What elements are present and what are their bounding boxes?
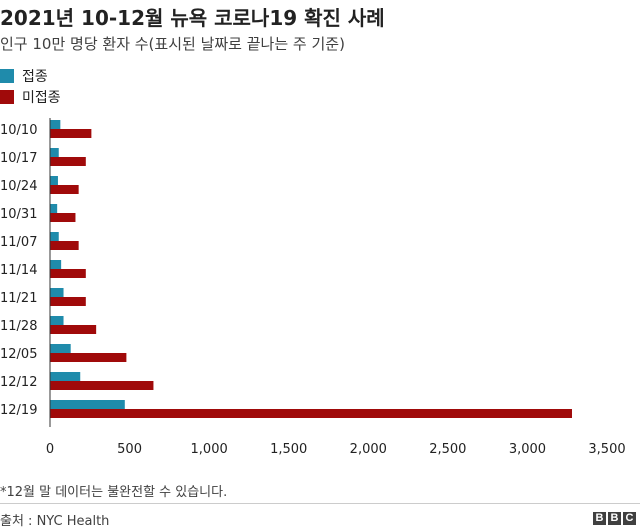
x-tick-label: 0	[46, 442, 54, 457]
legend-item-vaccinated: 접종	[0, 67, 48, 85]
category-label: 11/28	[0, 319, 37, 334]
category-label: 10/17	[0, 151, 37, 166]
category-label: 10/31	[0, 207, 37, 222]
bar-unvaccinated	[50, 157, 86, 166]
logo-letter: C	[623, 512, 636, 525]
bar-vaccinated	[50, 344, 71, 353]
bar-unvaccinated	[50, 213, 76, 222]
bar-unvaccinated	[50, 325, 97, 334]
bar-vaccinated	[50, 372, 81, 381]
category-label: 12/19	[0, 403, 37, 418]
bar-unvaccinated	[50, 241, 79, 250]
bar-chart: 10/10 10/17 10/24 10/31 11/07 11/14 11/21 11/28…	[0, 118, 626, 457]
bar-unvaccinated	[50, 185, 79, 194]
x-tick-label: 1,500	[270, 442, 307, 457]
x-tick-label: 3,500	[588, 442, 625, 457]
legend-swatch-unvaccinated	[0, 90, 14, 104]
chart-title: 2021년 10-12월 뉴욕 코로나19 확진 사례	[0, 6, 385, 30]
bar-unvaccinated	[50, 269, 86, 278]
chart-subtitle: 인구 10만 명당 환자 수(표시된 날짜로 끝나는 주 기준)	[0, 35, 345, 53]
bar-unvaccinated	[50, 297, 86, 306]
bar-vaccinated	[50, 176, 58, 185]
bar-vaccinated	[50, 148, 59, 157]
bar-unvaccinated	[50, 409, 572, 418]
logo-letter: B	[593, 512, 606, 525]
category-label: 12/12	[0, 375, 37, 390]
bar-vaccinated	[50, 232, 59, 241]
bbc-logo: B B C	[593, 512, 636, 525]
bar-unvaccinated	[50, 353, 127, 362]
bar-vaccinated	[50, 120, 61, 129]
logo-letter: B	[608, 512, 621, 525]
category-label: 11/07	[0, 235, 37, 250]
footnote: *12월 말 데이터는 불완전할 수 있습니다.	[0, 485, 228, 500]
source-note: 출처 : NYC Health	[0, 514, 110, 529]
x-tick-label: 3,000	[509, 442, 546, 457]
x-tick-label: 500	[117, 442, 142, 457]
bar-vaccinated	[50, 260, 62, 269]
category-label: 10/10	[0, 123, 37, 138]
bar-unvaccinated	[50, 381, 154, 390]
bar-vaccinated	[50, 204, 58, 213]
bar-vaccinated	[50, 288, 64, 297]
category-label: 12/05	[0, 347, 37, 362]
x-tick-label: 1,000	[191, 442, 228, 457]
legend-label-unvaccinated: 미접종	[22, 90, 61, 106]
bar-vaccinated	[50, 400, 125, 409]
footer-divider	[0, 503, 640, 504]
bar-vaccinated	[50, 316, 64, 325]
category-label: 10/24	[0, 179, 37, 194]
legend-swatch-vaccinated	[0, 69, 14, 83]
x-tick-label: 2,000	[350, 442, 387, 457]
legend-label-vaccinated: 접종	[22, 69, 48, 85]
legend-item-unvaccinated: 미접종	[0, 88, 61, 106]
bar-unvaccinated	[50, 129, 92, 138]
category-label: 11/14	[0, 263, 37, 278]
x-tick-label: 2,500	[429, 442, 466, 457]
category-label: 11/21	[0, 291, 37, 306]
